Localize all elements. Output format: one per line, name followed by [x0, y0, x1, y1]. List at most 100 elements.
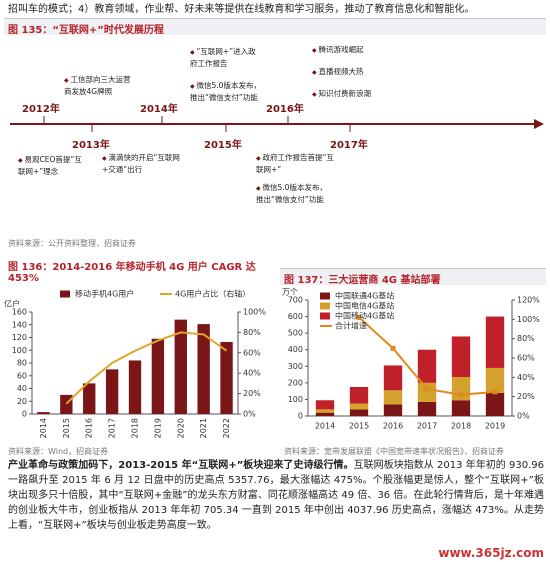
bar: [417, 382, 437, 402]
event: 直播视频大热: [312, 66, 402, 78]
chart: 亿户 0 20 40 60 80 100 120 140 160 0% 20% 40% 60% 80% 100…: [4, 289, 266, 439]
paragraph: 产业革命与政策加码下，2013-2015 年“互联网+”板块迎来了史诗级行情。互…: [8, 458, 544, 533]
x-tick-label: 2015: [62, 418, 71, 438]
bar: [83, 383, 96, 414]
bar: [315, 400, 335, 410]
source: 资料来源：Wind，招商证券: [8, 447, 109, 456]
y-tick-label: 40: [17, 384, 27, 393]
point: [492, 389, 498, 395]
bar: [128, 360, 142, 414]
legend-label: 中国移动4G基站: [335, 311, 394, 321]
legend-label: 4G用户占比（右轴）: [175, 289, 250, 299]
y-tick-label: 160: [12, 308, 27, 317]
x-tick-label: 2020: [176, 418, 185, 438]
y-tick-label: 200: [288, 378, 303, 387]
watermark: www.365jz.com: [438, 546, 544, 560]
y-axis-label: 亿户: [4, 299, 20, 309]
legend-swatch: [320, 312, 330, 320]
bar: [197, 324, 210, 414]
x-tick-label: 2018: [451, 422, 471, 431]
timeline-arrow: [534, 119, 544, 129]
paragraph-lead: 产业革命与政策加码下，2013-2015 年“互联网+”板块迎来了史诗级行情。: [8, 460, 354, 471]
bar: [417, 401, 437, 416]
event: 易观CEO首提“互联网+”理念: [18, 154, 86, 177]
source: 资料来源：公开资料整理，招商证券: [8, 239, 136, 248]
y2-tick-label: 100%: [243, 308, 266, 317]
y2-tick-label: 40%: [243, 369, 261, 378]
intro-text: 招叫车的模式；4）教育领域，作业帮、好未来等提供在线教育和学习服务，推动了教育信…: [8, 4, 475, 15]
y-tick-label: 100: [12, 346, 27, 355]
y2-tick-label: 60%: [243, 348, 261, 357]
figure-title: 图 135：“互联网+”时代发展历程: [4, 18, 546, 36]
timeline-axis: [10, 116, 544, 132]
x-tick-label: 2017: [417, 422, 437, 431]
event: 知识付费新浪潮: [312, 88, 402, 100]
y2-tick-label: 20%: [517, 392, 535, 401]
year: 2016年: [266, 104, 304, 115]
point: [356, 314, 362, 320]
y2-tick-label: 0%: [243, 410, 256, 419]
x-tick-label: 2022: [222, 418, 231, 438]
y-tick-label: 120: [12, 333, 27, 342]
y2-tick-label: 40%: [517, 373, 535, 382]
year: 2014年: [140, 104, 178, 115]
y2-tick-label: 20%: [243, 389, 261, 398]
y-tick-label: 140: [12, 320, 27, 329]
event: 微信5.0版本发布，推出“微信支付”功能: [256, 182, 328, 205]
bar: [151, 338, 165, 414]
point: [458, 392, 464, 398]
year: 2015年: [204, 140, 242, 151]
event: 腾讯游戏崛起: [312, 44, 402, 56]
x-tick-label: 2016: [85, 418, 94, 438]
legend-swatch: [320, 302, 330, 310]
y-tick-label: 700: [288, 296, 303, 305]
x-tick-label: 2014: [39, 418, 48, 438]
bar: [315, 412, 335, 416]
y2-tick-label: 120%: [517, 296, 540, 305]
bar: [315, 409, 335, 413]
paragraph-body: 互联网板块指数从 2013 年年初的 930.96 一路飙升至 2015 年 6…: [8, 460, 544, 531]
x-tick-label: 2014: [315, 422, 335, 431]
y2-tick-label: 60%: [517, 354, 535, 363]
bar: [383, 365, 403, 391]
bar: [383, 390, 403, 405]
bar: [417, 349, 437, 383]
year: 2012年: [22, 104, 60, 115]
year: 2013年: [72, 140, 110, 151]
chart-title: 图 136：2014-2016 年移动手机 4G 用户 CAGR 达 453%: [4, 260, 270, 286]
event: 微信5.0版本发布，推出“微信支付”功能: [190, 80, 262, 103]
y2-tick-label: 80%: [243, 328, 261, 337]
y-tick-label: 0: [298, 412, 303, 421]
bar: [37, 412, 50, 414]
bar: [60, 394, 73, 414]
chart-title: 图 137：三大运营商 4G 基站部署: [280, 268, 546, 286]
bar: [451, 336, 471, 378]
chart: 万个 0 100 200 300 400 500 600 700 0% 20% 40% 60% 80% 10…: [282, 288, 540, 431]
y-tick-label: 0: [22, 410, 27, 419]
y2-tick-label: 0%: [517, 412, 530, 421]
x-tick-label: 2017: [108, 418, 117, 438]
timeline: 2012年 2013年 2014年 2015年 2016年 2017年 工信部向…: [4, 36, 546, 236]
x-tick-label: 2019: [153, 418, 162, 438]
y-tick-label: 400: [288, 345, 303, 354]
y2-tick-label: 80%: [517, 334, 535, 343]
event: “互联网+”进入政府工作报告: [190, 46, 262, 69]
legend-label: 中国联通4G基站: [335, 291, 394, 301]
x-tick-label: 2016: [383, 422, 403, 431]
bar: [174, 319, 187, 414]
bar: [383, 404, 403, 416]
y-tick-label: 60: [17, 371, 27, 380]
point: [390, 345, 396, 351]
y-tick-label: 300: [288, 362, 303, 371]
y-tick-label: 100: [288, 395, 303, 404]
bar: [451, 400, 471, 416]
y-tick-label: 500: [288, 329, 303, 338]
bar: [485, 392, 505, 416]
legend-label: 合计增速: [335, 321, 367, 331]
bar: [105, 369, 119, 414]
y-axis-label: 万个: [282, 288, 298, 297]
legend-label: 移动手机4G用户: [75, 289, 134, 299]
event: 滴滴快的开启“互联网+交通”出行: [102, 152, 192, 175]
legend-label: 中国电信4G基站: [335, 301, 394, 311]
